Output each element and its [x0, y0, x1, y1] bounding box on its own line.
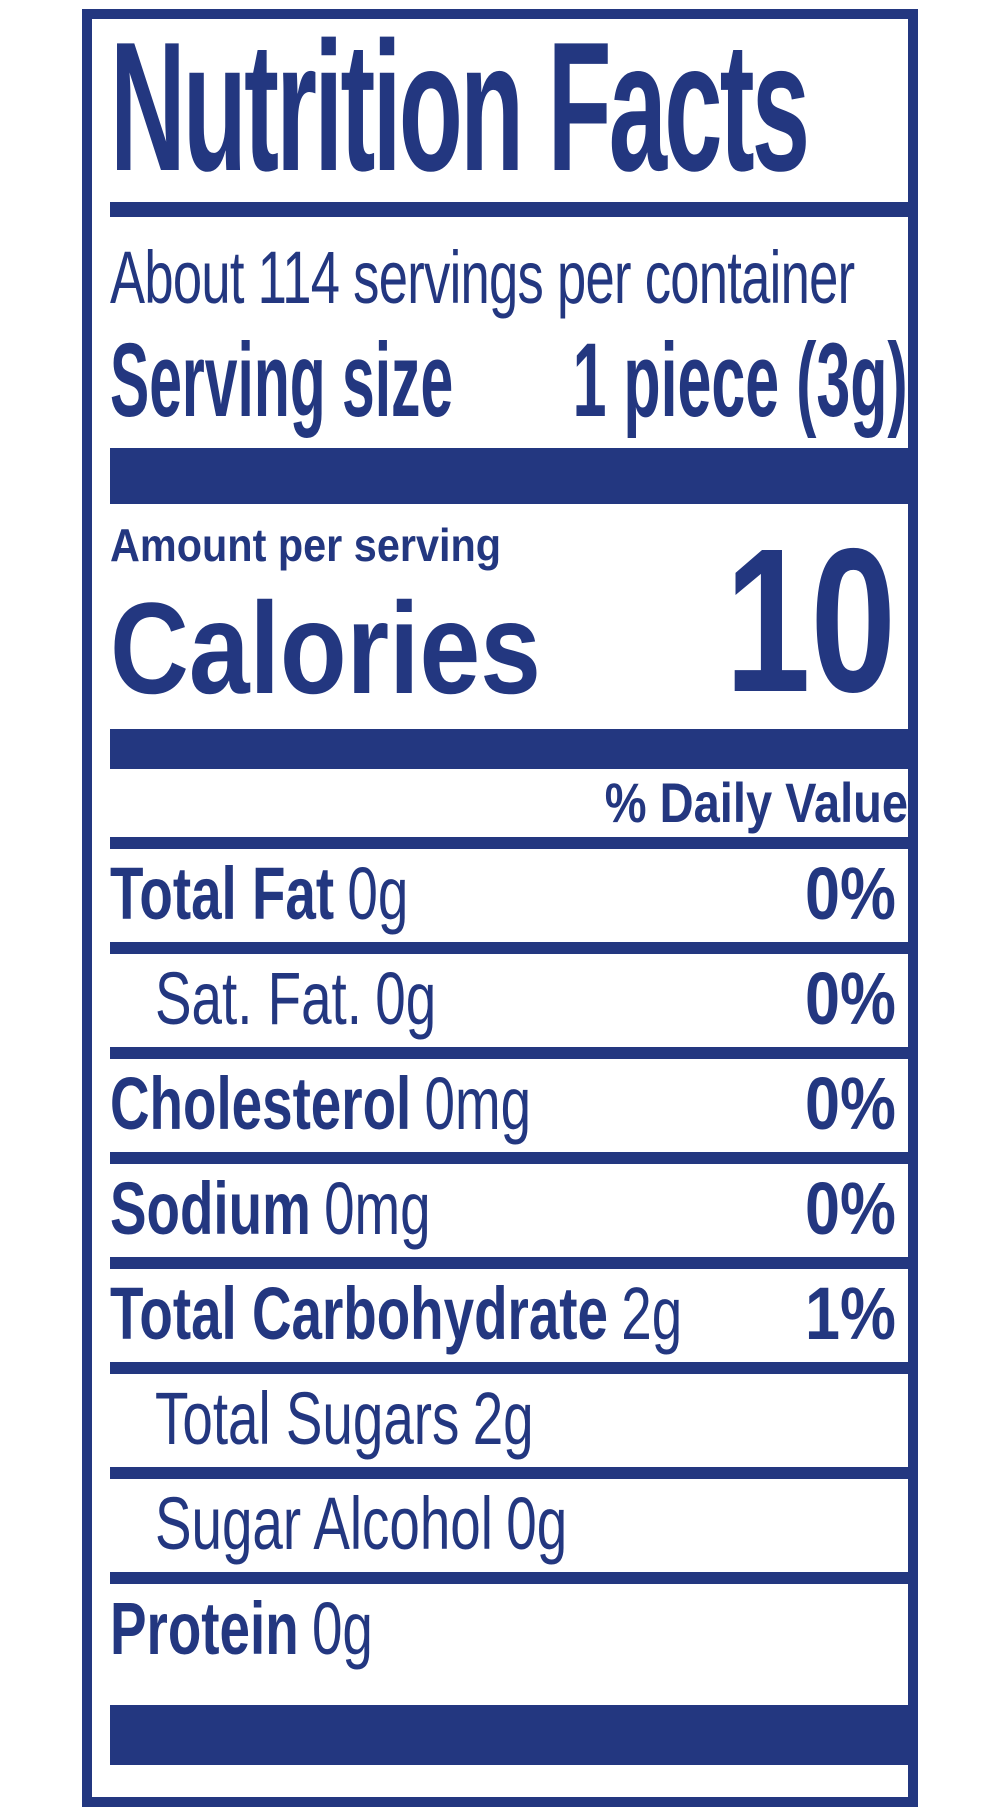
nutrient-daily-value: 1%: [805, 1272, 896, 1355]
daily-value-header-row: % Daily Value: [110, 775, 908, 831]
nutrition-facts-panel: Nutrition Facts About 114 servings per c…: [82, 9, 918, 1807]
nutrient-name: Sodium: [110, 1167, 311, 1250]
thick-separator-bar: [110, 729, 908, 769]
nutrient-name: Total Carbohydrate: [110, 1272, 608, 1355]
nutrient-amount: 0g: [311, 1587, 373, 1670]
nutrient-daily-value: 0%: [805, 1167, 896, 1250]
divider: [110, 1467, 908, 1479]
nutrient-row-total-fat: Total Fat 0g 0%: [110, 849, 908, 942]
divider: [110, 1152, 908, 1164]
divider: [110, 1362, 908, 1374]
nutrient-name: Total Fat: [110, 852, 335, 935]
thick-separator-bar: [110, 448, 908, 504]
divider: [110, 1047, 908, 1059]
calories-label: Calories: [110, 575, 541, 721]
nutrient-row-sugar-alcohol: Sugar Alcohol 0g: [110, 1479, 908, 1572]
divider: [110, 1257, 908, 1269]
amount-per-serving-label: Amount per serving: [110, 519, 502, 571]
serving-size-row: Serving size 1 piece (3g): [110, 322, 908, 439]
nutrient-amount: 0mg: [424, 1062, 532, 1145]
serving-size-value: 1 piece (3g): [572, 322, 908, 439]
serving-size-label: Serving size: [110, 322, 454, 439]
nutrient-name: Sugar Alcohol: [155, 1482, 493, 1565]
title-rule: [110, 202, 908, 217]
nutrient-row-cholesterol: Cholesterol 0mg 0%: [110, 1059, 908, 1152]
nutrient-amount: 0g: [347, 852, 409, 935]
calories-value: 10: [724, 506, 896, 735]
divider: [110, 837, 908, 849]
nutrient-daily-value: 0%: [805, 1062, 896, 1145]
daily-value-header: % Daily Value: [604, 771, 908, 834]
nutrient-name: Sat. Fat.: [155, 957, 362, 1040]
divider: [110, 942, 908, 954]
nutrient-amount: 0g: [506, 1482, 568, 1565]
divider: [110, 1572, 908, 1584]
nutrient-row-protein: Protein 0g: [110, 1584, 908, 1677]
nutrient-row-total-carbohydrate: Total Carbohydrate 2g 1%: [110, 1269, 908, 1362]
nutrient-name: Cholesterol: [110, 1062, 412, 1145]
nutrient-name: Protein: [110, 1587, 299, 1670]
thick-separator-bar: [110, 1705, 908, 1765]
nutrient-daily-value: 0%: [805, 957, 896, 1040]
nutrient-name: Total Sugars: [155, 1377, 460, 1460]
nutrient-amount: 0mg: [324, 1167, 431, 1250]
calories-row: Calories 10: [110, 518, 908, 723]
nutrient-row-total-sugars: Total Sugars 2g: [110, 1374, 908, 1467]
panel-title: Nutrition Facts: [110, 9, 810, 209]
nutrient-amount: 2g: [621, 1272, 683, 1355]
nutrient-daily-value: 0%: [805, 852, 896, 935]
nutrient-amount: 2g: [472, 1377, 534, 1460]
nutrient-row-sodium: Sodium 0mg 0%: [110, 1164, 908, 1257]
servings-per-container: About 114 servings per container: [110, 236, 855, 319]
nutrient-amount: 0g: [375, 957, 437, 1040]
nutrient-row-sat-fat: Sat. Fat. 0g 0%: [110, 954, 908, 1047]
